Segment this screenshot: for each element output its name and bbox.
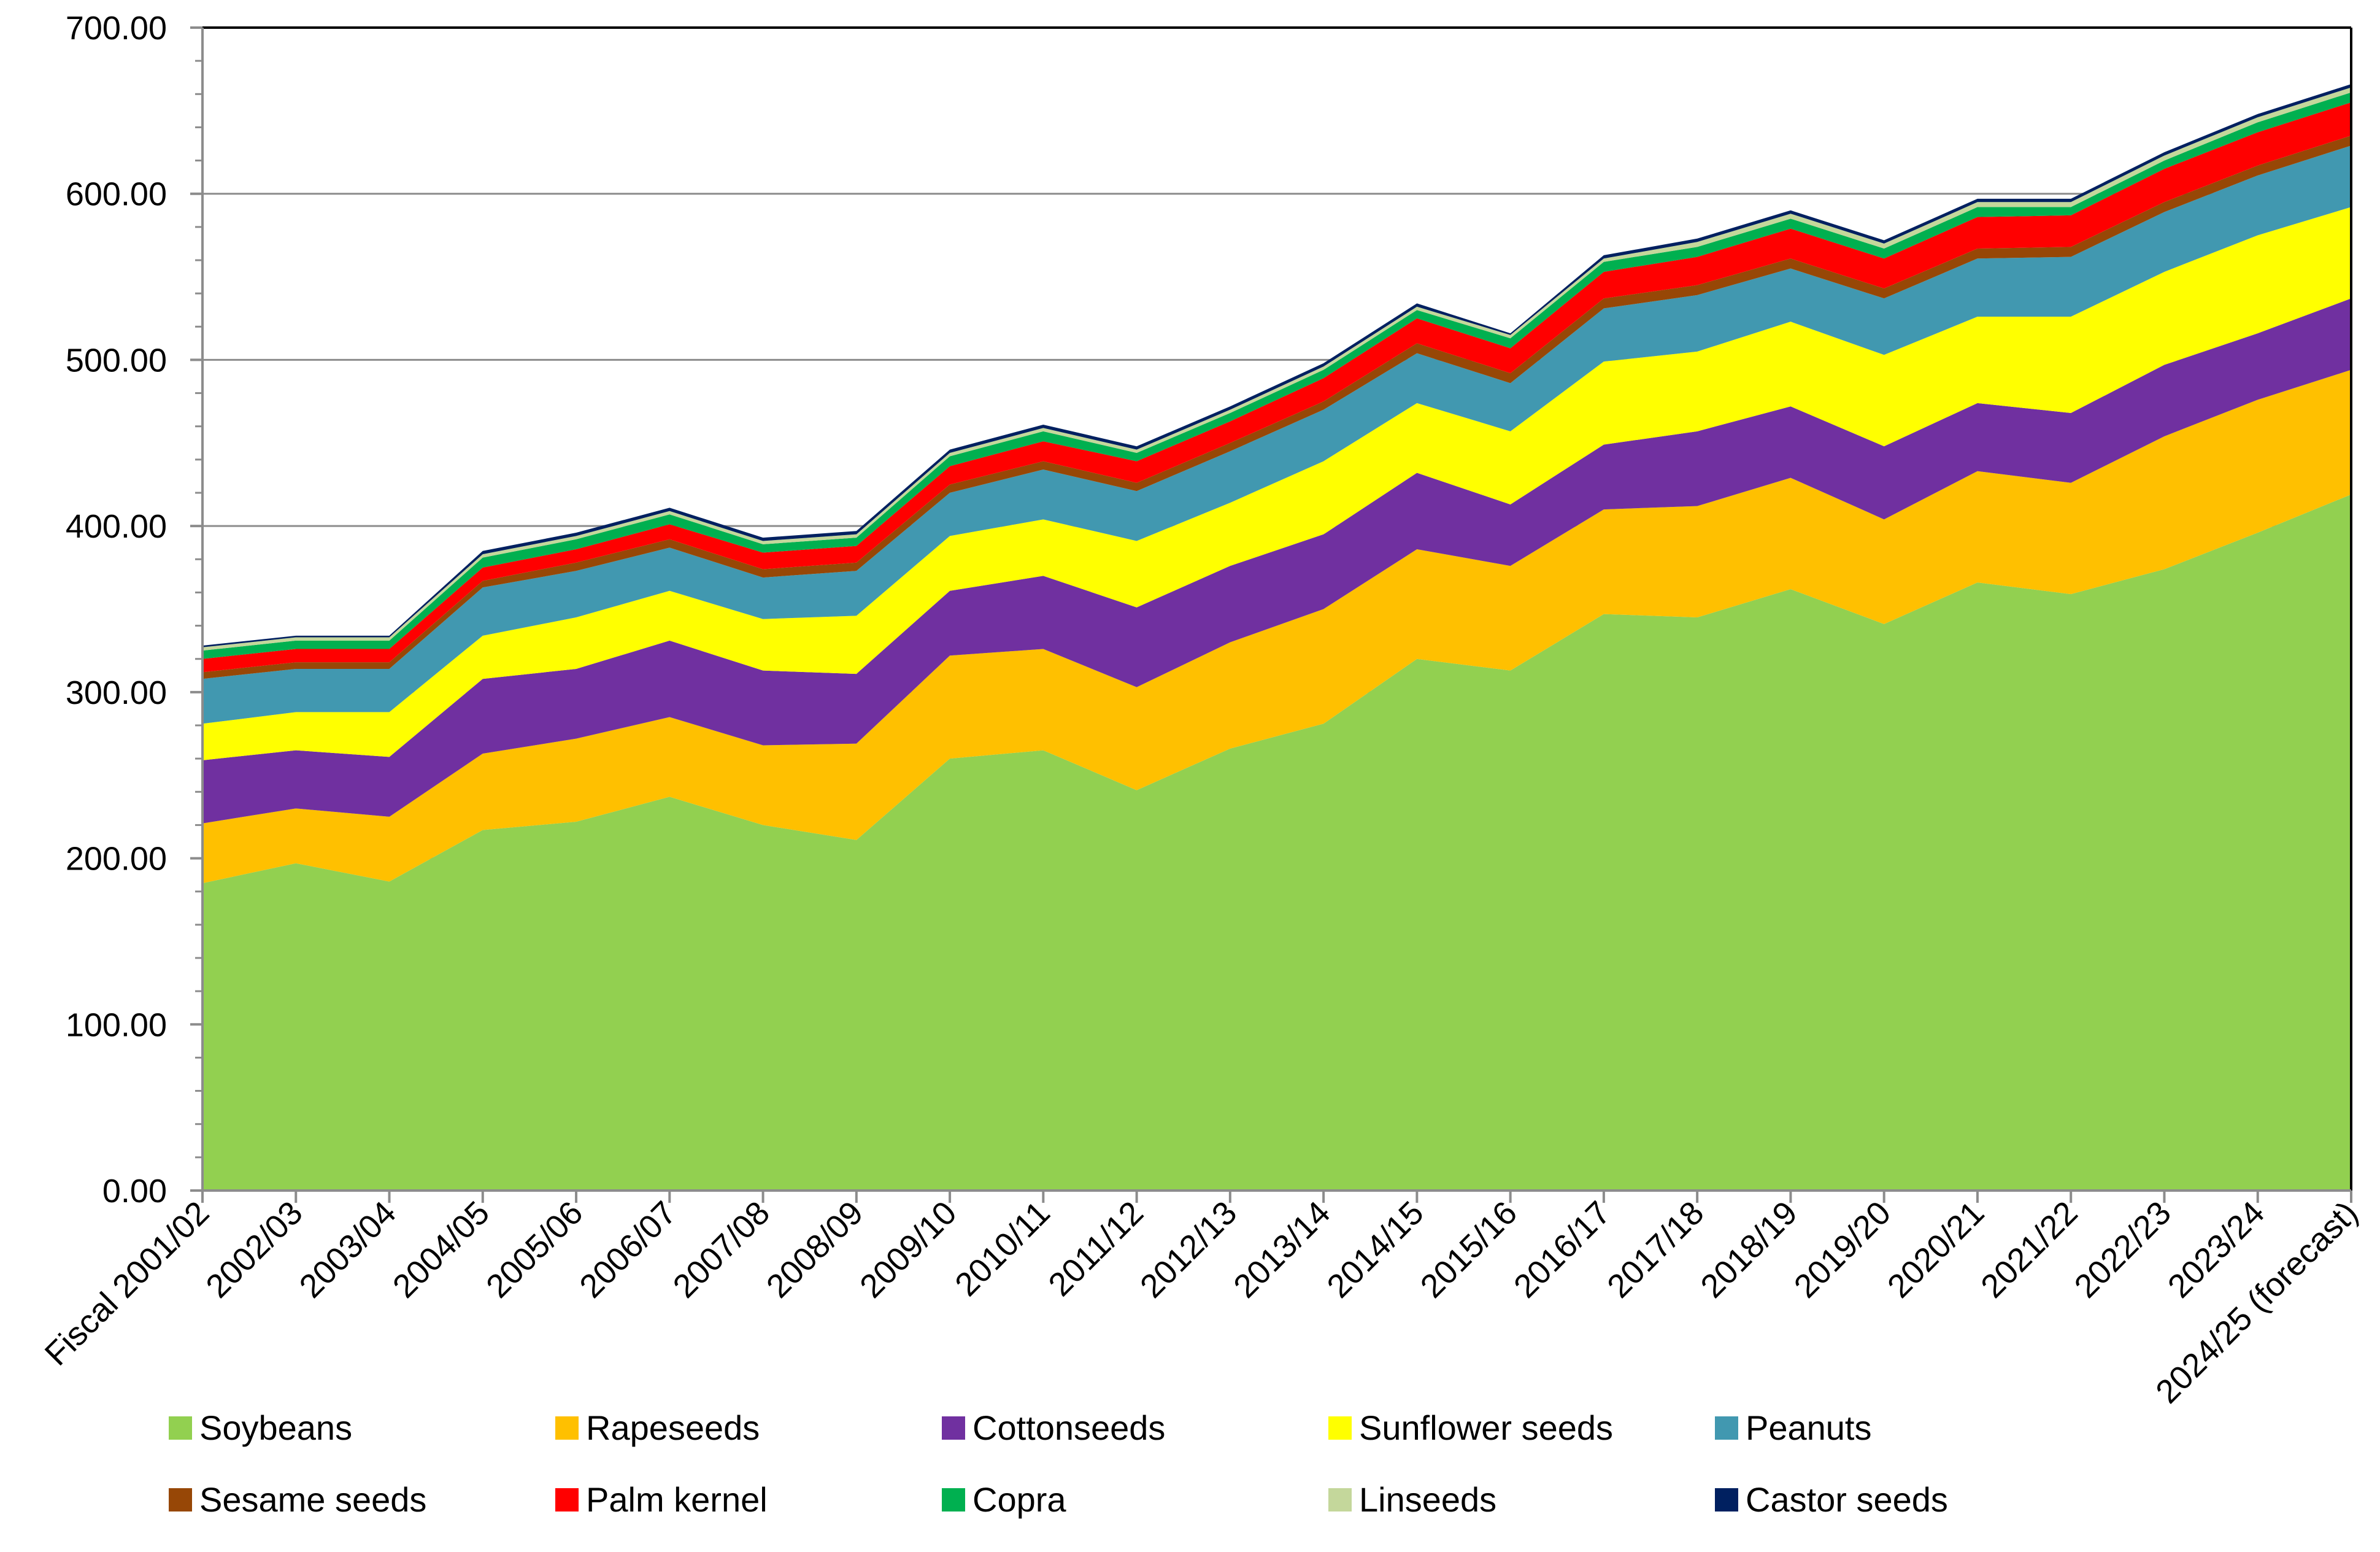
legend-item-cottonseeds: Cottonseeds <box>942 1408 1165 1447</box>
x-tick-label: 2003/04 <box>293 1194 403 1305</box>
x-tick-label: 2013/14 <box>1227 1194 1337 1305</box>
x-tick-label: 2005/06 <box>479 1194 590 1305</box>
legend-label: Soybeans <box>199 1408 352 1447</box>
series-area-soybeans <box>202 494 2351 1191</box>
legend-swatch <box>555 1416 579 1440</box>
x-tick-label: 2010/11 <box>948 1194 1057 1303</box>
series-area-copra <box>202 92 2351 659</box>
legend-item-sesame-seeds: Sesame seeds <box>169 1480 426 1519</box>
legend-item-linseeds: Linseeds <box>1328 1480 1496 1519</box>
legend-swatch <box>1715 1488 1738 1511</box>
x-tick-label: 2019/20 <box>1787 1194 1898 1305</box>
legend-label: Sesame seeds <box>199 1480 426 1519</box>
x-axis-ticks: Fiscal 2001/022002/032003/042004/052005/… <box>38 1191 2365 1410</box>
legend-label: Cottonseeds <box>972 1408 1165 1447</box>
y-tick-label: 200.00 <box>66 841 167 878</box>
legend-swatch <box>1715 1416 1738 1440</box>
y-tick-label: 400.00 <box>66 508 167 545</box>
legend-swatch <box>169 1488 192 1511</box>
x-tick-label: Fiscal 2001/02 <box>38 1194 217 1373</box>
x-tick-label: 2014/15 <box>1320 1194 1430 1305</box>
x-tick-label: 2004/05 <box>386 1194 496 1305</box>
legend-swatch <box>169 1416 192 1440</box>
y-axis-ticks: 0.00 100.00 200.00 300.00 400.00 500.00 600.00… <box>66 10 202 1210</box>
x-tick-label: 2018/19 <box>1693 1194 1804 1305</box>
legend-swatch <box>555 1488 579 1511</box>
legend-item-peanuts: Peanuts <box>1715 1408 1872 1447</box>
legend-item-soybeans: Soybeans <box>169 1408 352 1447</box>
x-tick-label: 2002/03 <box>199 1194 309 1305</box>
x-tick-label: 2009/10 <box>853 1194 963 1305</box>
axes <box>201 26 2352 1192</box>
x-tick-label: 2007/08 <box>666 1194 777 1305</box>
legend-item-castor-seeds: Castor seeds <box>1715 1480 1948 1519</box>
x-tick-label: 2008/09 <box>760 1194 870 1305</box>
x-tick-label: 2017/18 <box>1600 1194 1711 1305</box>
y-tick-label: 300.00 <box>66 674 167 711</box>
legend-swatch <box>1328 1416 1352 1440</box>
legend-label: Sunflower seeds <box>1359 1408 1613 1447</box>
legend-item-rapeseeds: Rapeseeds <box>555 1408 760 1447</box>
legend-label: Palm kernel <box>586 1480 768 1519</box>
legend-label: Castor seeds <box>1746 1480 1948 1519</box>
y-tick-label: 600.00 <box>66 176 167 213</box>
y-tick-label: 500.00 <box>66 342 167 379</box>
x-tick-label: 2015/16 <box>1414 1194 1524 1305</box>
series-area-palm-kernel <box>202 102 2351 673</box>
legend-item-copra: Copra <box>942 1480 1066 1519</box>
legend-label: Linseeds <box>1359 1480 1496 1519</box>
y-tick-label: 700.00 <box>66 10 167 47</box>
series-area-sesame-seeds <box>202 135 2351 679</box>
y-tick-label: 100.00 <box>66 1006 167 1043</box>
legend-item-palm-kernel: Palm kernel <box>555 1480 768 1519</box>
x-tick-label: 2016/17 <box>1507 1194 1617 1305</box>
area-series <box>202 84 2351 1191</box>
x-tick-label: 2012/13 <box>1133 1194 1244 1305</box>
x-tick-label: 2021/22 <box>1974 1194 2084 1305</box>
series-area-peanuts <box>202 145 2351 724</box>
series-area-cottonseeds <box>202 298 2351 824</box>
x-tick-label: 2022/23 <box>2068 1194 2178 1305</box>
legend-label: Copra <box>972 1480 1066 1519</box>
legend-swatch <box>1328 1488 1352 1511</box>
legend-swatch <box>942 1416 965 1440</box>
series-area-rapeseeds <box>202 369 2351 884</box>
legend-label: Rapeseeds <box>586 1408 760 1447</box>
legend-label: Peanuts <box>1746 1408 1872 1447</box>
legend-swatch <box>942 1488 965 1511</box>
x-tick-label: 2011/12 <box>1041 1194 1150 1303</box>
series-area-sunflower-seeds <box>202 207 2351 760</box>
x-tick-label: 2020/21 <box>1881 1194 1991 1305</box>
legend-item-sunflower-seeds: Sunflower seeds <box>1328 1408 1613 1447</box>
legend: Soybeans Rapeseeds Cottonseeds Sunflower se… <box>169 1408 1948 1519</box>
x-tick-label: 2006/07 <box>572 1194 683 1305</box>
y-tick-label: 0.00 <box>102 1173 167 1210</box>
